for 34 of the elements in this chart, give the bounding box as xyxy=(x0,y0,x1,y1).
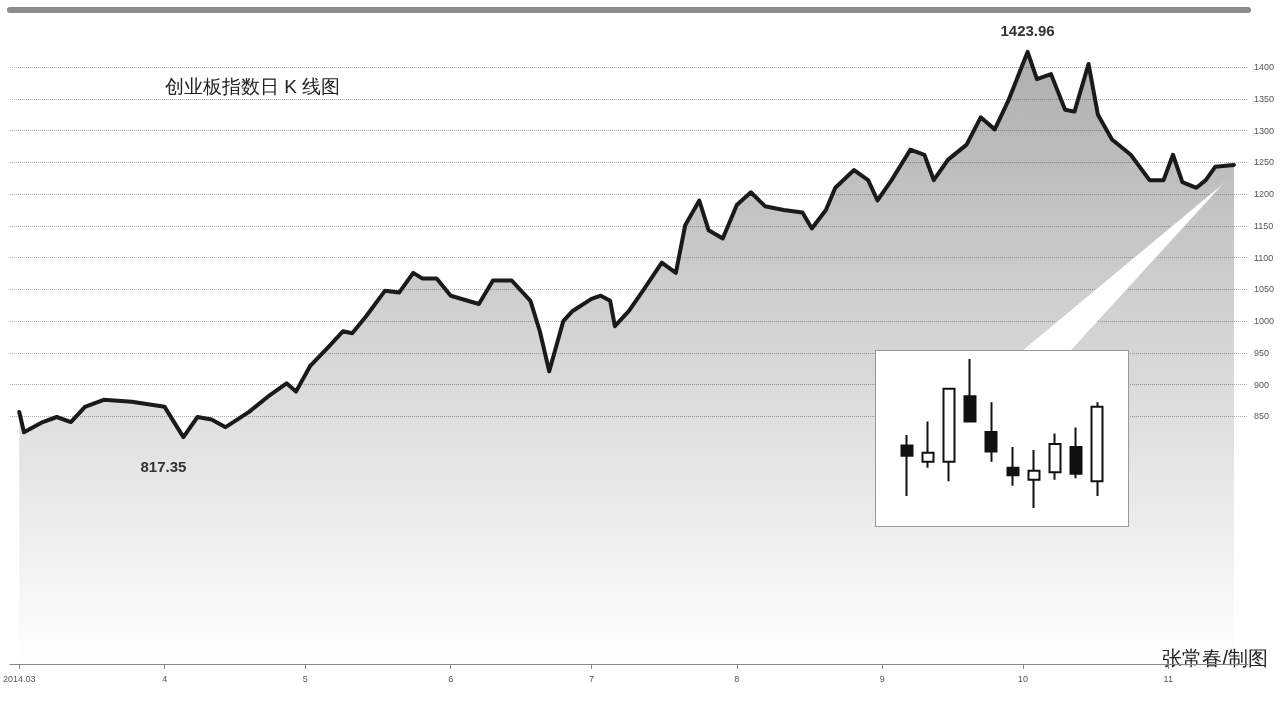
y-tick-label: 1150 xyxy=(1254,220,1274,231)
candlestick xyxy=(1027,448,1041,509)
x-tick-label: 11 xyxy=(1163,673,1173,684)
x-tick-label: 4 xyxy=(162,673,168,684)
y-tick-label: 1100 xyxy=(1254,252,1274,263)
annotation: 1423.96 xyxy=(1000,21,1055,39)
x-tick-label: 10 xyxy=(1017,673,1028,684)
annotation: 817.35 xyxy=(140,458,187,476)
candlestick xyxy=(900,433,914,498)
candlestick xyxy=(1090,401,1104,498)
x-tick-label: 2014.03 xyxy=(2,673,36,684)
candlestick xyxy=(942,387,956,483)
candlestick xyxy=(1006,445,1020,487)
x-tick-label: 5 xyxy=(302,673,308,684)
y-tick-label: 1200 xyxy=(1254,189,1275,200)
y-tick-label: 950 xyxy=(1254,347,1270,358)
candlestick xyxy=(984,401,998,463)
y-tick-label: 1050 xyxy=(1254,284,1275,295)
y-tick-label: 1350 xyxy=(1254,93,1275,104)
candlestick xyxy=(1048,432,1062,481)
x-tick-label: 7 xyxy=(588,673,594,684)
y-tick-label: 1250 xyxy=(1254,157,1275,168)
text: 创业板指数日 K 线图 xyxy=(165,76,341,97)
candlestick xyxy=(963,358,977,423)
x-tick-label: 9 xyxy=(879,673,885,684)
x-tick-label: 8 xyxy=(734,673,740,684)
y-tick-label: 1300 xyxy=(1254,125,1275,136)
x-tick-label: 6 xyxy=(448,673,454,684)
y-tick-label: 1400 xyxy=(1254,62,1275,73)
y-tick-label: 1000 xyxy=(1254,316,1275,327)
y-tick-label: 850 xyxy=(1254,411,1270,422)
candlestick xyxy=(921,420,935,469)
candlestick xyxy=(1069,426,1083,480)
y-tick-label: 900 xyxy=(1254,379,1270,390)
